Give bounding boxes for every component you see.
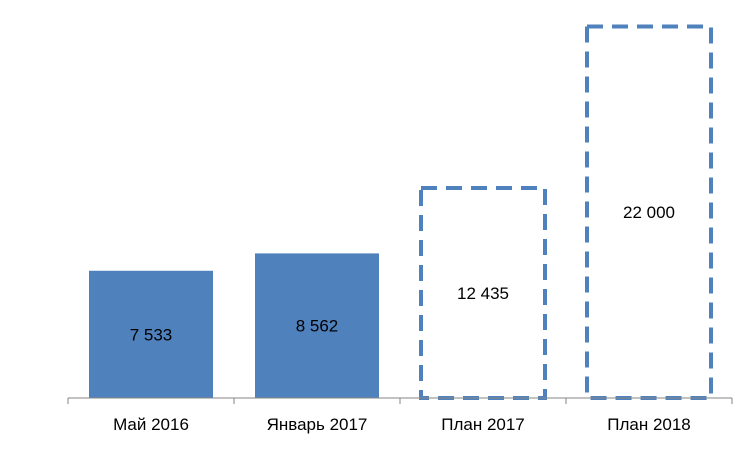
tick-label-1: Май 2016 [113,415,189,434]
tick-label-2: Январь 2017 [267,415,368,434]
bar-1 [89,270,213,398]
data-label-1: 7 533 [130,325,173,344]
tick-label-4: План 2018 [607,415,691,434]
data-label-3: 12 435 [457,284,509,303]
bar-2 [255,253,379,398]
plot-area: 7 533 Май 2016 8 562 Январь 2017 12 435 План … [67,24,733,434]
bar-3 [419,185,547,400]
tick-label-3: План 2017 [441,415,525,434]
data-label-2: 8 562 [296,317,339,336]
data-label-4: 22 000 [623,203,675,222]
